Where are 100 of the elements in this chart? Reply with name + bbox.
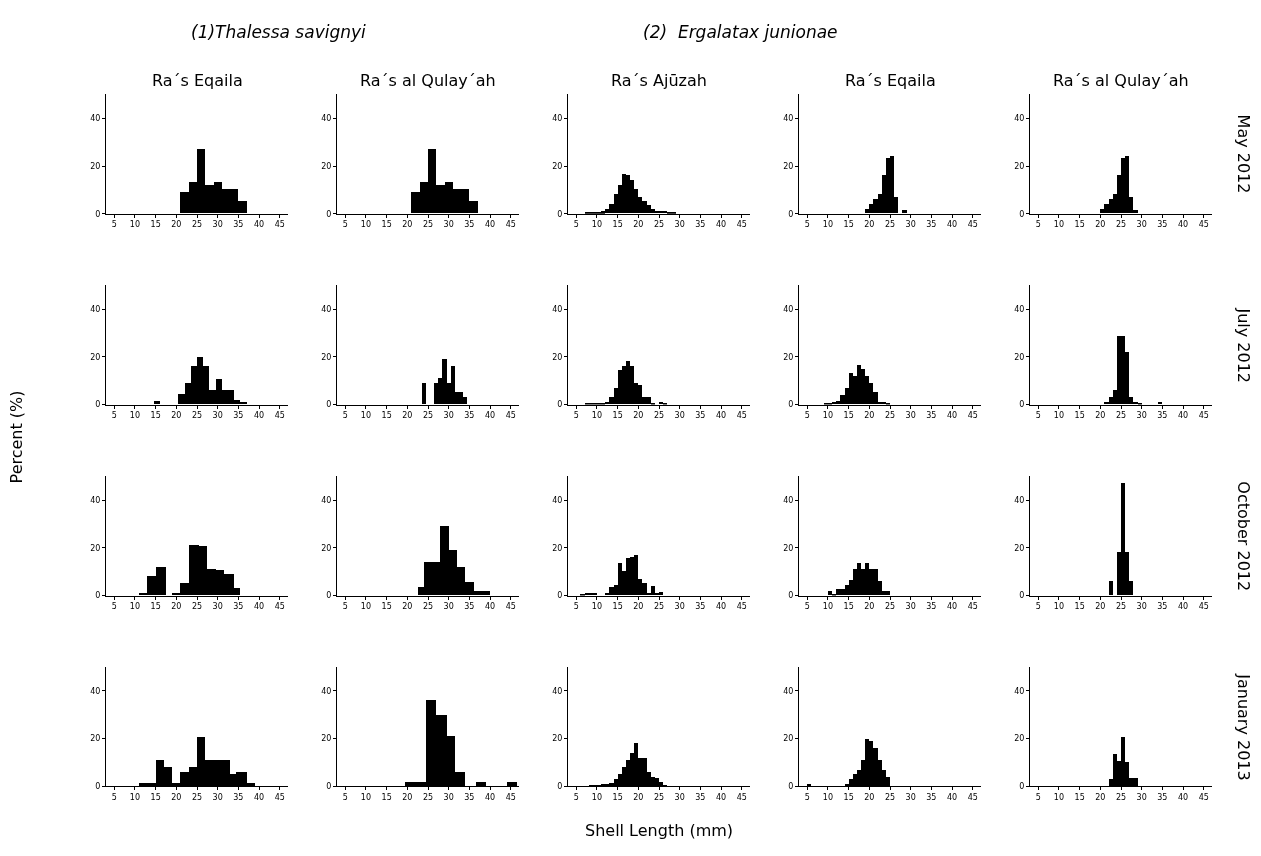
x-tick-label: 5 xyxy=(1035,602,1041,612)
text: January 2013 xyxy=(1234,673,1254,781)
x-tick-label: 35 xyxy=(1157,792,1168,802)
x-tick-label: 5 xyxy=(804,220,810,230)
x-tick-label: 20 xyxy=(402,411,413,421)
x-tick-label: 15 xyxy=(1074,792,1085,802)
y-tick-label: 20 xyxy=(552,352,563,362)
x-tick-label: 45 xyxy=(1198,220,1209,230)
x-tick-label: 5 xyxy=(573,792,579,802)
text: October 2012 xyxy=(1234,481,1254,592)
x-tick-label: 25 xyxy=(1115,602,1127,612)
x-tick-label: 25 xyxy=(422,411,434,421)
x-tick-label: 10 xyxy=(129,792,141,802)
x-tick-label: 10 xyxy=(129,411,141,421)
x-tick-label: 5 xyxy=(342,602,348,612)
x-tick-label: 30 xyxy=(905,602,916,612)
x-tick-label: 20 xyxy=(633,411,644,421)
x-tick-label: 35 xyxy=(926,411,937,421)
x-tick-label: 5 xyxy=(573,220,579,230)
x-tick-label: 20 xyxy=(1095,792,1106,802)
x-tick-label: 10 xyxy=(822,220,834,230)
x-tick-label: 20 xyxy=(171,602,182,612)
y-tick-label: 20 xyxy=(783,161,794,171)
x-tick-label: 20 xyxy=(402,792,413,802)
x-tick-label: 10 xyxy=(822,411,834,421)
x-tick-label: 10 xyxy=(1053,411,1065,421)
x-tick-label: 15 xyxy=(150,602,161,612)
x-tick-label: 15 xyxy=(843,411,854,421)
x-tick-label: 25 xyxy=(422,602,434,612)
x-tick-label: 45 xyxy=(1198,411,1209,421)
x-axis-title: Shell Length (mm) xyxy=(585,821,734,840)
y-tick-label: 0 xyxy=(788,591,794,601)
x-tick-label: 15 xyxy=(381,220,392,230)
x-tick-label: 10 xyxy=(360,411,372,421)
x-tick-label: 45 xyxy=(736,411,747,421)
x-tick-label: 25 xyxy=(884,220,896,230)
x-tick-label: 30 xyxy=(905,220,916,230)
x-tick-label: 35 xyxy=(1157,411,1168,421)
x-tick-label: 35 xyxy=(233,792,244,802)
y-tick-label: 40 xyxy=(90,495,101,505)
x-tick-label: 30 xyxy=(212,792,223,802)
x-tick-label: 5 xyxy=(342,220,348,230)
y-tick-label: 40 xyxy=(552,114,563,124)
x-tick-label: 10 xyxy=(822,602,834,612)
x-tick-label: 45 xyxy=(967,220,978,230)
x-tick-label: 20 xyxy=(402,220,413,230)
x-tick-label: 30 xyxy=(212,602,223,612)
x-tick-label: 10 xyxy=(591,411,603,421)
y-tick-label: 0 xyxy=(95,400,101,410)
x-tick-label: 25 xyxy=(884,411,896,421)
x-tick-label: 35 xyxy=(1157,602,1168,612)
x-tick-label: 25 xyxy=(884,792,896,802)
x-tick-label: 30 xyxy=(443,220,454,230)
x-tick-label: 15 xyxy=(612,602,623,612)
x-tick-label: 15 xyxy=(1074,411,1085,421)
x-tick-label: 45 xyxy=(1198,792,1209,802)
x-tick-label: 45 xyxy=(967,792,978,802)
y-tick-label: 20 xyxy=(321,352,332,362)
x-tick-label: 35 xyxy=(926,792,937,802)
y-tick-label: 40 xyxy=(552,304,563,314)
y-tick-label: 40 xyxy=(321,495,332,505)
x-tick-label: 20 xyxy=(171,411,182,421)
y-tick-label: 0 xyxy=(557,209,563,219)
x-tick-label: 40 xyxy=(1177,220,1189,230)
x-tick-label: 30 xyxy=(1136,411,1147,421)
x-tick-label: 45 xyxy=(274,792,285,802)
y-tick-label: 20 xyxy=(90,352,101,362)
x-tick-label: 20 xyxy=(864,602,875,612)
x-tick-label: 35 xyxy=(233,220,244,230)
x-tick-label: 10 xyxy=(360,792,372,802)
x-tick-label: 15 xyxy=(381,792,392,802)
x-tick-label: 45 xyxy=(274,602,285,612)
x-tick-label: 40 xyxy=(1177,602,1189,612)
y-tick-label: 0 xyxy=(1019,591,1025,601)
y-tick-label: 20 xyxy=(552,734,563,744)
y-tick-label: 40 xyxy=(783,686,794,696)
x-tick-label: 30 xyxy=(1136,602,1147,612)
y-tick-label: 0 xyxy=(1019,782,1025,792)
y-tick-label: 0 xyxy=(95,591,101,601)
x-tick-label: 35 xyxy=(233,602,244,612)
x-tick-label: 5 xyxy=(111,792,117,802)
y-tick-label: 40 xyxy=(321,304,332,314)
x-tick-label: 35 xyxy=(1157,220,1168,230)
x-tick-label: 10 xyxy=(591,792,603,802)
y-tick-label: 0 xyxy=(326,591,332,601)
x-tick-label: 5 xyxy=(804,602,810,612)
y-tick-label: 20 xyxy=(552,161,563,171)
x-tick-label: 15 xyxy=(150,220,161,230)
x-tick-label: 5 xyxy=(111,220,117,230)
x-tick-label: 25 xyxy=(422,220,434,230)
x-tick-label: 25 xyxy=(191,792,203,802)
y-tick-label: 20 xyxy=(783,734,794,744)
y-tick-label: 40 xyxy=(90,114,101,124)
x-tick-label: 25 xyxy=(653,411,665,421)
x-tick-label: 40 xyxy=(484,220,496,230)
x-tick-label: 30 xyxy=(1136,220,1147,230)
x-tick-label: 20 xyxy=(633,220,644,230)
x-tick-label: 15 xyxy=(843,792,854,802)
x-tick-label: 40 xyxy=(946,602,958,612)
x-tick-label: 5 xyxy=(573,411,579,421)
